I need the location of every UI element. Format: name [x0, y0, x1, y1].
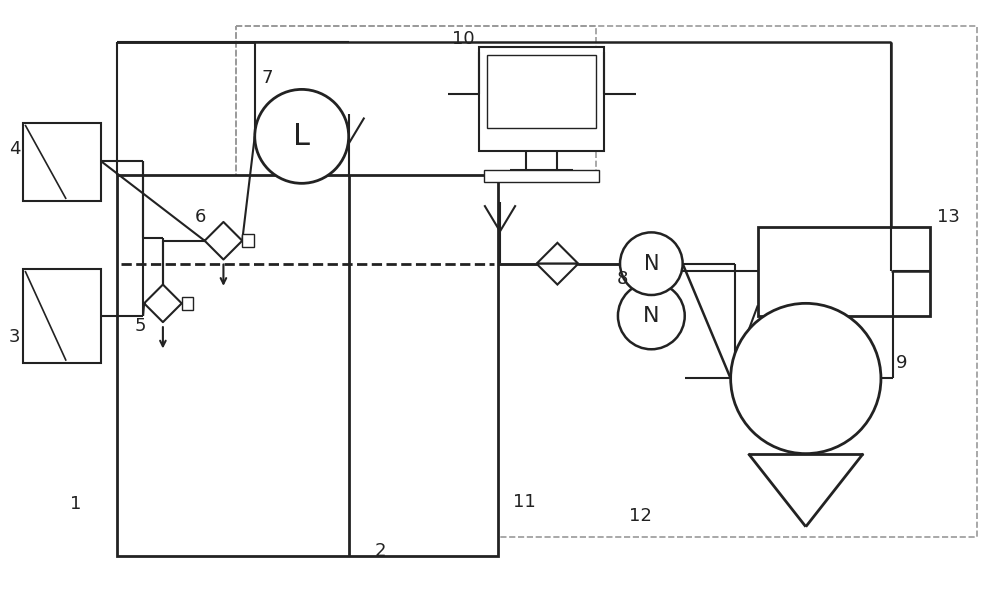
Text: 2: 2 [374, 542, 386, 560]
Text: 4: 4 [9, 140, 20, 158]
Text: 1: 1 [70, 495, 81, 513]
Bar [236, 26, 596, 180]
Text: 9: 9 [896, 354, 908, 372]
Text: 11: 11 [513, 493, 535, 510]
Bar [182, 297, 193, 310]
Bar [23, 269, 101, 363]
Text: 10: 10 [452, 30, 475, 48]
Text: 13: 13 [937, 208, 960, 226]
Bar [479, 47, 604, 151]
Circle shape [255, 90, 349, 183]
Text: 6: 6 [195, 208, 206, 226]
Polygon shape [537, 243, 578, 264]
Bar [117, 175, 498, 556]
Bar [758, 227, 930, 316]
Text: 7: 7 [262, 69, 273, 87]
Text: N: N [643, 306, 660, 326]
Circle shape [620, 232, 683, 295]
Text: L: L [293, 122, 310, 151]
Circle shape [618, 283, 685, 349]
Bar [23, 123, 101, 201]
Text: 8: 8 [616, 270, 628, 289]
Bar [236, 26, 977, 537]
Bar [242, 234, 254, 247]
Circle shape [731, 303, 881, 454]
Bar [487, 55, 596, 128]
Text: 3: 3 [9, 328, 20, 346]
Polygon shape [537, 264, 578, 284]
Bar [484, 170, 599, 182]
Text: 5: 5 [134, 317, 146, 335]
Text: N: N [644, 254, 659, 274]
Text: 12: 12 [629, 507, 652, 525]
